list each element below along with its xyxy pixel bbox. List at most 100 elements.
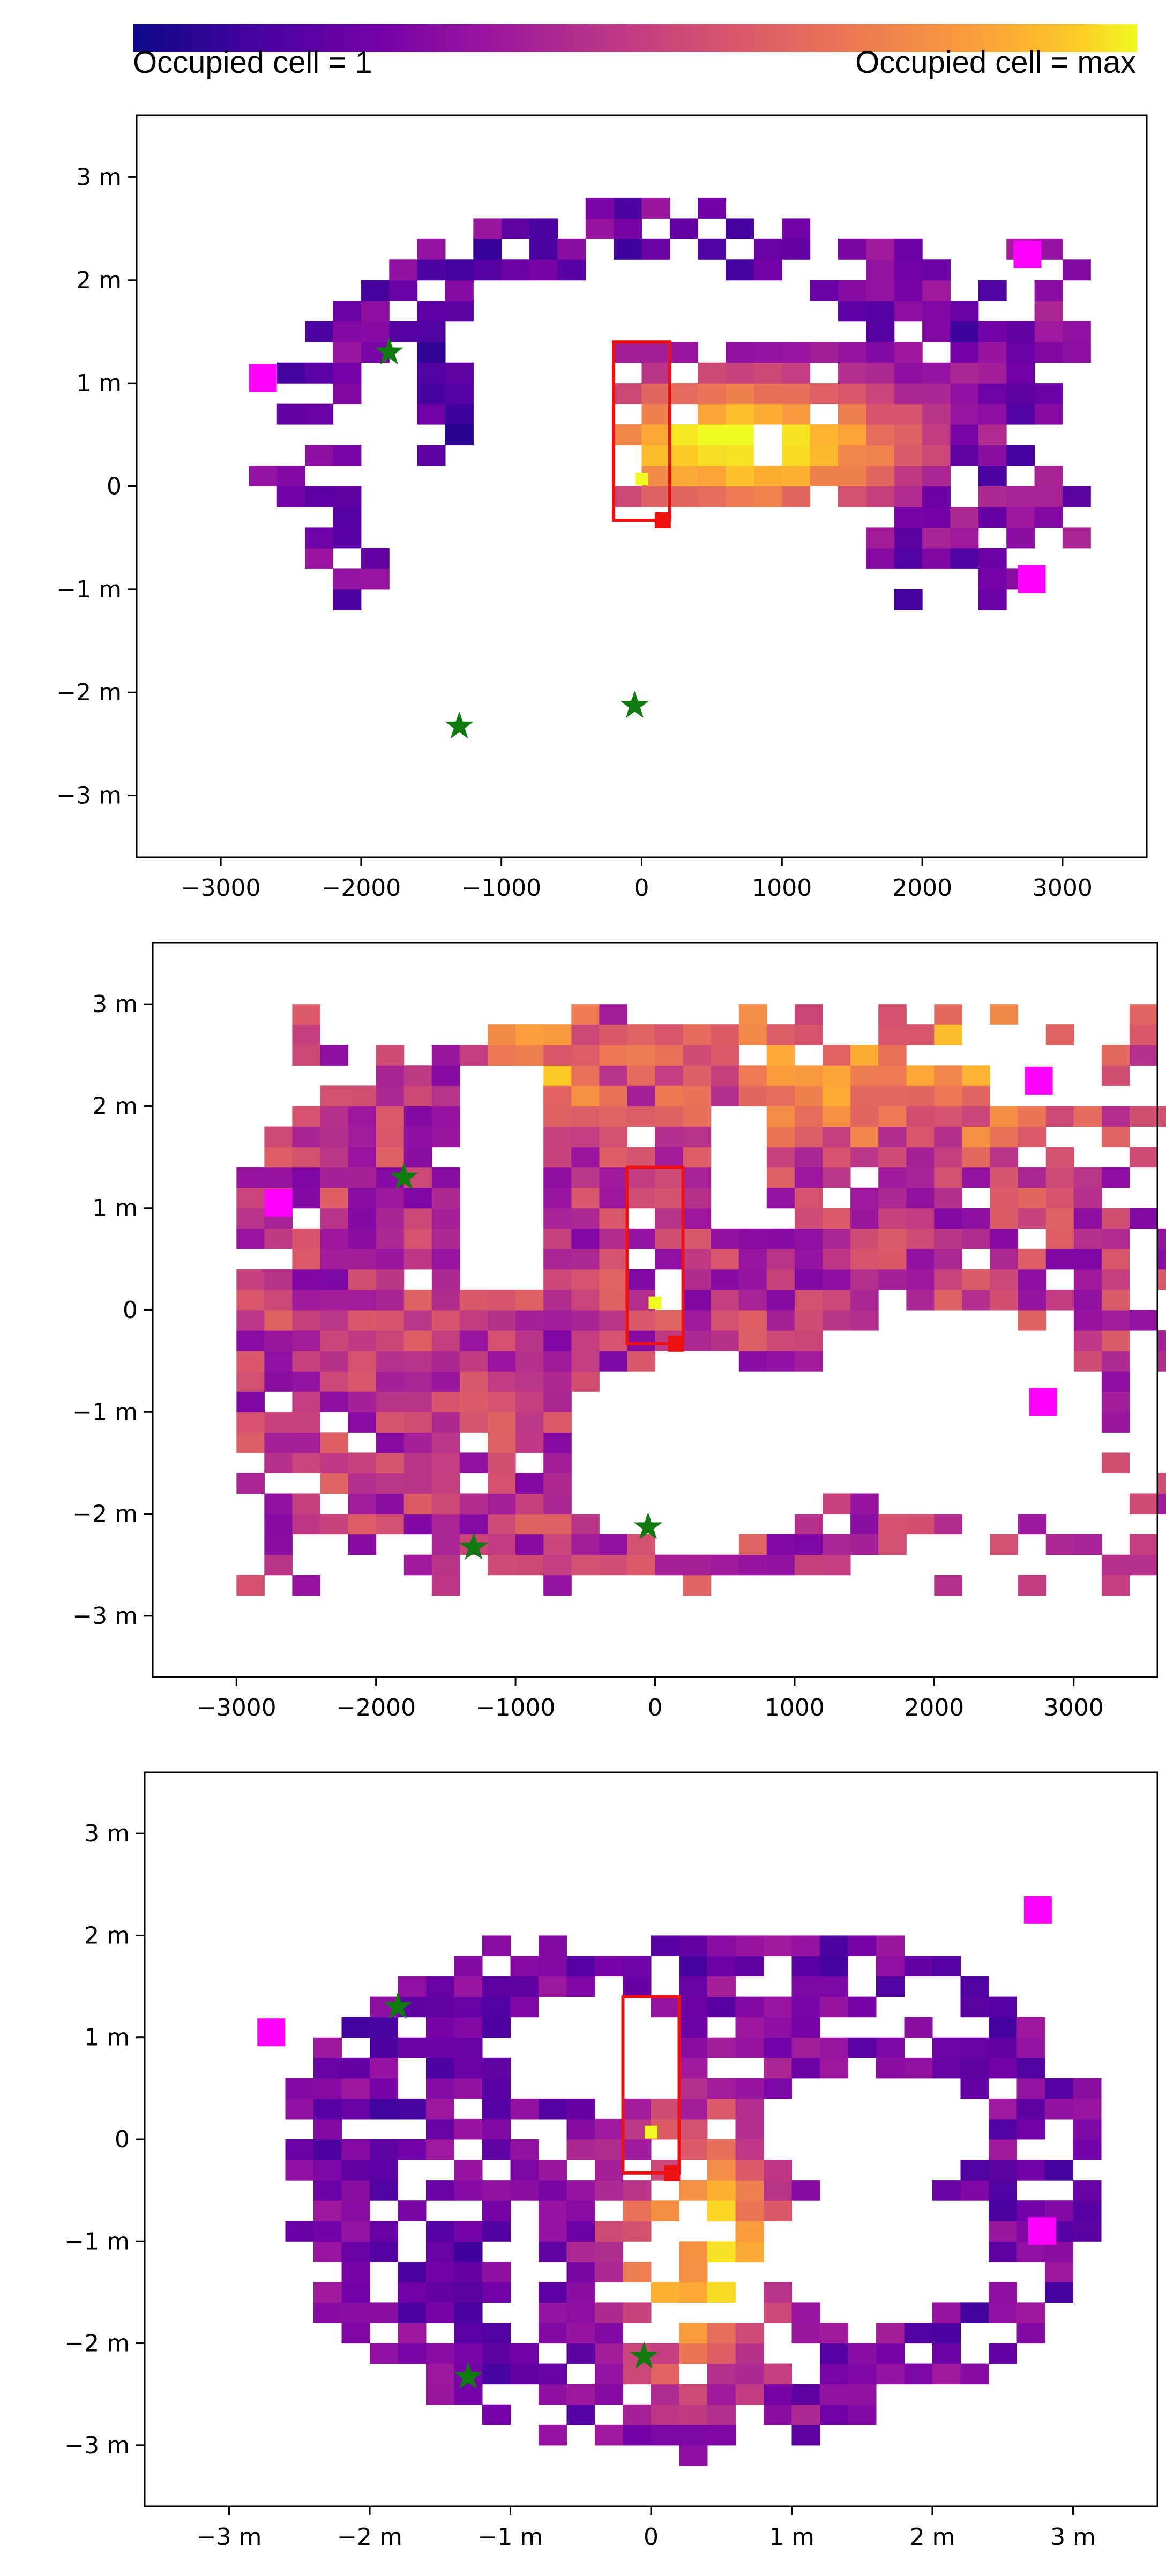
- occupied-cell: [320, 1248, 349, 1270]
- occupied-cell: [403, 1514, 432, 1535]
- occupied-cell: [361, 321, 390, 342]
- occupied-cell: [482, 2282, 511, 2303]
- occupied-cell: [738, 1289, 767, 1311]
- occupied-cell: [1073, 1106, 1102, 1127]
- occupied-cell: [1034, 507, 1063, 528]
- occupied-cell: [426, 1996, 454, 2018]
- occupied-cell: [398, 1976, 427, 1997]
- occupied-cell: [276, 466, 305, 486]
- occupied-cell: [515, 1391, 544, 1412]
- occupied-cell: [960, 2037, 989, 2058]
- occupied-cell: [566, 2343, 595, 2364]
- occupied-cell: [431, 1534, 460, 1555]
- anchor-square-marker: [264, 1189, 293, 1217]
- occupied-cell: [488, 1310, 516, 1331]
- occupied-cell: [571, 1187, 600, 1209]
- occupied-cell: [488, 1412, 516, 1433]
- occupied-cell: [866, 280, 895, 301]
- occupied-cell: [1018, 1514, 1047, 1535]
- occupied-cell: [376, 1187, 405, 1209]
- occupied-cell: [417, 321, 446, 342]
- occupied-cell: [641, 197, 670, 219]
- occupied-cell: [866, 486, 895, 507]
- occupied-cell: [431, 1391, 460, 1412]
- occupied-cell: [348, 1452, 377, 1473]
- occupied-cell: [978, 445, 1007, 466]
- occupied-cell: [962, 1289, 990, 1311]
- occupied-cell: [1016, 2057, 1045, 2079]
- occupied-cell: [876, 2343, 905, 2364]
- occupied-cell: [655, 1248, 684, 1270]
- occupied-cell: [566, 2404, 595, 2425]
- occupied-cell: [820, 2037, 848, 2058]
- occupied-cell: [683, 1310, 712, 1331]
- occupied-cell: [641, 445, 670, 466]
- occupied-cell: [766, 1289, 795, 1311]
- occupied-cell: [313, 2221, 342, 2242]
- occupied-cell: [683, 1248, 712, 1270]
- occupied-cell: [376, 1248, 405, 1270]
- occupied-cell: [341, 2078, 370, 2099]
- occupied-cell: [823, 1248, 851, 1270]
- occupied-cell: [962, 1228, 990, 1249]
- occupied-cell: [1073, 1310, 1102, 1331]
- occupied-cell: [1101, 1310, 1130, 1331]
- occupied-cell: [571, 1289, 600, 1311]
- occupied-cell: [1157, 1493, 1166, 1515]
- occupied-cell: [683, 1045, 712, 1066]
- occupied-cell: [655, 1554, 684, 1576]
- occupied-cell: [1006, 383, 1035, 405]
- occupied-cell: [782, 424, 811, 446]
- occupied-cell: [417, 259, 446, 281]
- y-tick-label: −3 m: [72, 1602, 138, 1630]
- x-tick-label: 1000: [752, 874, 812, 902]
- occupied-cell: [990, 1004, 1019, 1025]
- occupied-cell: [1034, 280, 1063, 301]
- occupied-cell: [426, 2262, 454, 2282]
- occupied-cell: [320, 1147, 349, 1168]
- occupied-cell: [459, 1391, 488, 1412]
- occupied-cell: [627, 1554, 655, 1576]
- occupied-cell: [735, 2323, 764, 2344]
- occupied-cell: [683, 1024, 712, 1045]
- occupied-cell: [571, 1534, 600, 1555]
- occupied-cell: [962, 1208, 990, 1229]
- occupied-cell: [543, 1106, 572, 1127]
- star-marker: [459, 1532, 488, 1560]
- occupied-cell: [348, 1289, 377, 1311]
- occupied-cell: [726, 403, 754, 425]
- occupied-cell: [878, 1126, 907, 1148]
- occupied-cell: [794, 1106, 823, 1127]
- occupied-cell: [1157, 1269, 1166, 1290]
- device-outline-rectangle: [612, 340, 671, 522]
- occupied-cell: [738, 1351, 767, 1372]
- occupied-cell: [1073, 2221, 1102, 2242]
- occupied-cell: [1129, 1024, 1158, 1045]
- occupied-cell: [641, 238, 670, 260]
- occupied-cell: [698, 403, 727, 425]
- occupied-cell: [894, 424, 923, 446]
- occupied-cell: [738, 1310, 767, 1331]
- occupied-cell: [707, 2180, 736, 2201]
- occupied-cell: [823, 1126, 851, 1148]
- occupied-cell: [651, 2424, 679, 2446]
- occupied-cell: [370, 2343, 398, 2364]
- occupied-cell: [614, 342, 642, 363]
- occupied-cell: [683, 1085, 712, 1106]
- occupied-cell: [341, 2323, 370, 2344]
- occupied-cell: [848, 1935, 877, 1956]
- occupied-cell: [370, 2221, 398, 2242]
- occupied-cell: [417, 383, 446, 405]
- occupied-cell: [348, 1147, 377, 1168]
- device-origin-marker: [654, 512, 671, 528]
- occupied-cell: [566, 2180, 595, 2201]
- occupied-cell: [1016, 2323, 1045, 2344]
- occupied-cell: [348, 1208, 377, 1229]
- occupied-cell: [932, 2057, 961, 2079]
- occupied-cell: [950, 321, 979, 342]
- occupied-cell: [320, 1432, 349, 1453]
- occupied-cell: [794, 1085, 823, 1106]
- occupied-cell: [403, 1391, 432, 1412]
- occupied-cell: [459, 1514, 488, 1535]
- occupied-cell: [989, 2139, 1017, 2160]
